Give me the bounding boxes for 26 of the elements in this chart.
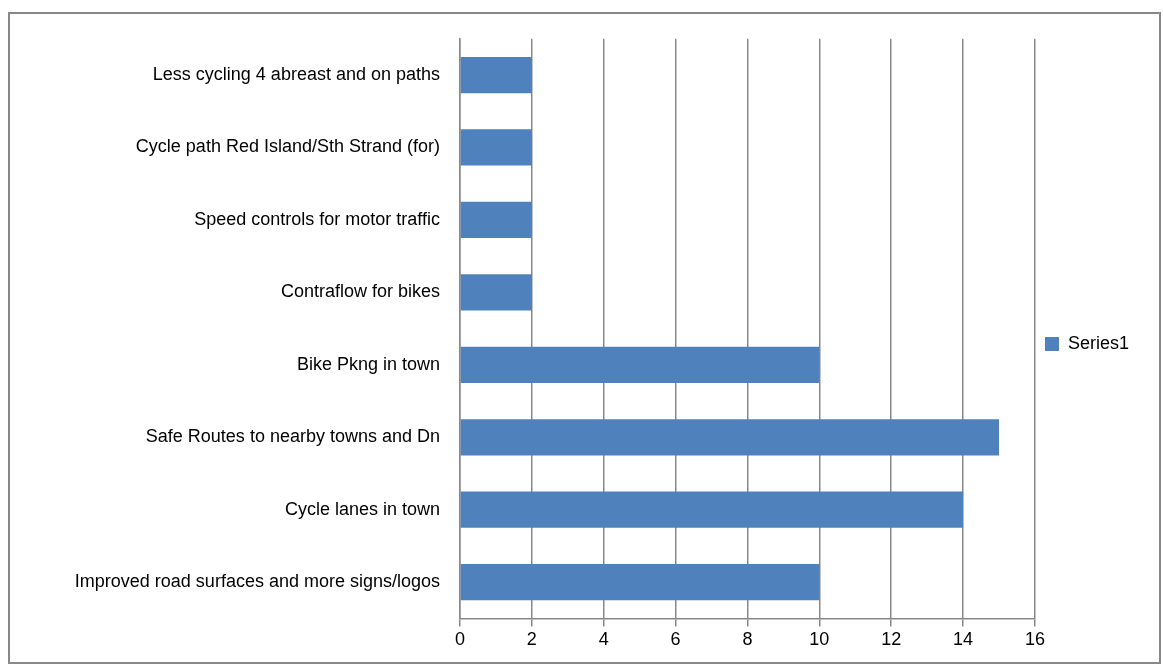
bar — [460, 56, 532, 94]
y-tick-label: Speed controls for motor traffic — [194, 208, 440, 229]
bar — [460, 491, 964, 528]
x-tick-label: 6 — [670, 629, 681, 650]
bar — [460, 419, 1000, 456]
bar — [460, 564, 820, 601]
y-tick-label: Bike Pkng in town — [296, 353, 440, 374]
x-tick-label: 14 — [953, 629, 974, 650]
x-tick-label: 10 — [809, 629, 830, 650]
x-tick-label: 16 — [1024, 629, 1045, 650]
y-tick-label: Cycle path Red Island/Sth Strand (for) — [135, 136, 440, 157]
y-tick-label: Improved road surfaces and more signs/logos — [74, 571, 440, 592]
bar — [460, 274, 532, 311]
x-tick-label: 4 — [598, 629, 609, 650]
y-tick-label: Contraflow for bikes — [280, 281, 440, 302]
x-tick-label: 0 — [454, 629, 466, 650]
bar — [460, 129, 532, 166]
x-tick-label: 2 — [526, 629, 537, 650]
x-tick-label: 12 — [881, 629, 902, 650]
bar — [460, 346, 820, 383]
y-tick-label: Safe Routes to nearby towns and Dn — [145, 426, 440, 447]
legend-label: Series1 — [1067, 332, 1129, 353]
y-tick-label: Cycle lanes in town — [284, 498, 440, 519]
y-tick-label: Less cycling 4 abreast and on paths — [152, 63, 440, 84]
x-tick-label: 8 — [742, 629, 753, 650]
bar — [460, 201, 532, 239]
